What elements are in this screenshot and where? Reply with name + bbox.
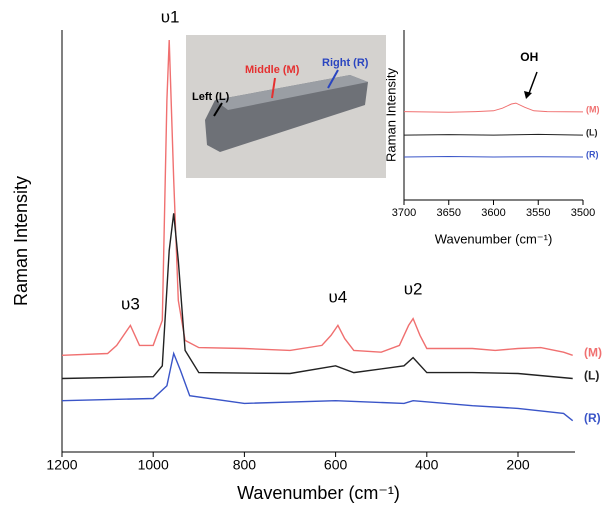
- photo: Left (L) Middle (M) Right (R): [186, 35, 386, 178]
- annotation: υ2: [404, 279, 423, 298]
- series-label: (M): [586, 104, 600, 114]
- series-line: [403, 102, 584, 113]
- x-tick-label: 800: [233, 457, 257, 473]
- series-label: (M): [584, 346, 602, 360]
- photo-arrow: [271, 77, 276, 99]
- annotation: OH: [520, 50, 538, 64]
- y-axis-label: Raman Intensity: [11, 176, 31, 306]
- photo-label: Left (L): [192, 91, 230, 103]
- series-label: (L): [586, 127, 598, 137]
- x-axis-label: Wavenumber (cm⁻¹): [237, 483, 400, 503]
- series-line: [403, 133, 584, 136]
- photo-bar: [205, 75, 368, 152]
- series-line: [61, 213, 573, 380]
- x-tick-label: 200: [506, 457, 530, 473]
- annotation: υ1: [161, 7, 180, 26]
- photo-label: Middle (M): [245, 64, 300, 76]
- series-line: [61, 39, 573, 356]
- x-tick-label: 600: [324, 457, 348, 473]
- annotation: υ4: [328, 287, 347, 306]
- photo-arrow: [327, 69, 339, 89]
- annotation-arrowhead: [524, 91, 532, 99]
- x-tick-label: 3600: [481, 207, 505, 219]
- x-tick-label: 3550: [526, 207, 550, 219]
- x-tick-label: 3500: [571, 207, 595, 219]
- series-label: (R): [586, 149, 599, 159]
- annotation: υ3: [121, 294, 140, 313]
- series-label: (L): [584, 369, 599, 383]
- x-tick-label: 3650: [437, 207, 461, 219]
- x-tick-label: 1200: [46, 457, 77, 473]
- y-axis-label: Raman Intensity: [383, 68, 398, 162]
- photo-arrow: [213, 102, 223, 117]
- photo-label: Right (R): [322, 57, 369, 69]
- series-label: (R): [584, 411, 601, 425]
- x-tick-label: 3700: [392, 207, 416, 219]
- x-axis-label: Wavenumber (cm⁻¹): [435, 231, 553, 246]
- annotation-arrow: [527, 71, 538, 97]
- series-line: [403, 155, 584, 158]
- x-tick-label: 400: [415, 457, 439, 473]
- series-line: [61, 351, 574, 422]
- x-tick-label: 1000: [138, 457, 169, 473]
